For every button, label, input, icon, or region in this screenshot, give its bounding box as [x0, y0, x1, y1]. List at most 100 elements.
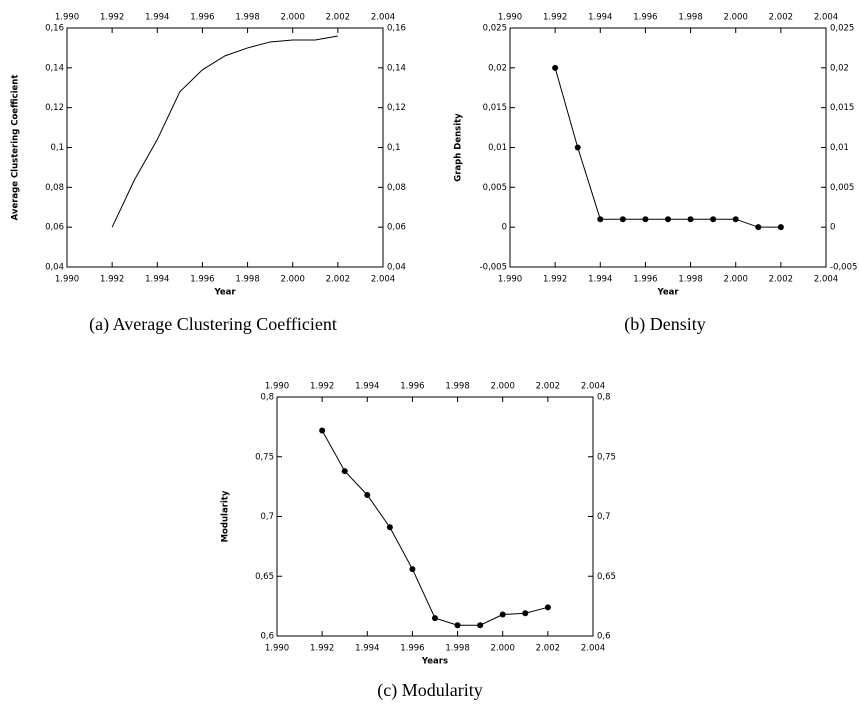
data-point: [409, 566, 416, 573]
y-tick-label-right: 0,6: [597, 632, 611, 642]
data-point: [574, 144, 581, 151]
data-point: [544, 604, 551, 611]
x-tick-label: 1.996: [400, 644, 424, 654]
x-tick-label-top: 1.994: [588, 13, 612, 23]
x-tick-label-top: 2.004: [581, 382, 605, 392]
y-tick-label-right: 0,01: [830, 143, 849, 153]
plot-frame: [66, 27, 384, 268]
y-tick-label-right: 0,005: [830, 183, 854, 193]
y-tick-label: -0,005: [480, 263, 507, 273]
x-tick-label-top: 2.004: [814, 13, 838, 23]
y-tick-label-right: 0,015: [830, 103, 854, 113]
data-point: [432, 615, 438, 622]
y-tick-label: 0,8: [260, 393, 274, 403]
y-tick-label: 0,015: [483, 103, 507, 113]
x-tick-label: 1.992: [543, 275, 567, 285]
y-tick-label: 0,14: [45, 63, 64, 73]
x-tick-label-top: 1.992: [543, 13, 567, 23]
x-tick-label: 2.000: [724, 275, 748, 285]
y-tick-label-right: 0,02: [830, 63, 849, 73]
y-tick-label-right: 0,12: [387, 103, 406, 113]
data-point: [619, 216, 626, 223]
data-line: [321, 430, 548, 626]
x-tick-label-top: 1.994: [145, 13, 169, 23]
y-axis-label: Modularity: [221, 490, 231, 542]
y-tick-label: 0,12: [45, 103, 64, 113]
x-tick-label: 1.994: [355, 644, 379, 654]
caption: (a) Average Clustering Coefficient: [89, 314, 337, 335]
x-tick-label-top: 1.990: [498, 13, 522, 23]
plot-frame: [276, 396, 594, 637]
x-tick-label-top: 1.996: [190, 13, 214, 23]
x-tick-label: 2.004: [581, 644, 605, 654]
x-tick-label: 1.990: [55, 275, 79, 285]
y-tick-label: 0,04: [45, 263, 64, 273]
data-point: [687, 216, 694, 223]
x-tick-label: 1.994: [145, 275, 169, 285]
y-tick-label-right: 0,06: [387, 223, 406, 233]
x-tick-label: 1.990: [265, 644, 289, 654]
data-point: [755, 224, 762, 231]
y-tick-label: 0,02: [488, 63, 507, 73]
data-point: [597, 216, 604, 223]
data-point: [665, 216, 671, 223]
x-tick-label-top: 1.990: [265, 382, 289, 392]
x-axis-label: Year: [656, 288, 679, 298]
x-tick-label-top: 1.990: [55, 13, 79, 23]
x-tick-label-top: 1.998: [235, 13, 259, 23]
plot-frame: [509, 27, 827, 268]
x-tick-label: 2.002: [536, 644, 560, 654]
x-tick-label-top: 2.000: [281, 13, 305, 23]
y-tick-label: 0,1: [50, 143, 64, 153]
x-tick-label-top: 2.000: [724, 13, 748, 23]
y-tick-label-right: 0,8: [597, 393, 611, 403]
y-tick-label-right: -0,005: [830, 263, 857, 273]
y-tick-label: 0,025: [483, 24, 507, 34]
x-tick-label: 1.996: [190, 275, 214, 285]
x-tick-label-top: 1.994: [355, 382, 379, 392]
caption: (c) Modularity: [377, 680, 482, 701]
y-tick-label-right: 0,7: [597, 512, 611, 522]
y-tick-label: 0,08: [45, 183, 64, 193]
x-tick-label: 2.004: [371, 275, 395, 285]
data-point: [454, 622, 461, 629]
x-tick-label: 1.994: [588, 275, 612, 285]
x-tick-label-top: 2.004: [371, 13, 395, 23]
x-tick-label: 2.000: [281, 275, 305, 285]
y-tick-label: 0,7: [260, 512, 274, 522]
x-tick-label: 1.990: [498, 275, 522, 285]
caption: (b) Density: [624, 314, 705, 335]
x-tick-label-top: 1.996: [400, 382, 424, 392]
data-point: [777, 224, 784, 231]
data-point: [732, 216, 739, 223]
y-tick-label: 0,75: [255, 452, 274, 462]
y-axis-label: Average Clustering Coefficient: [11, 75, 21, 221]
y-tick-label: 0,65: [255, 572, 274, 582]
x-tick-label: 1.998: [678, 275, 702, 285]
x-tick-label-top: 1.992: [310, 382, 334, 392]
data-point: [477, 622, 484, 629]
y-tick-label: 0,16: [45, 24, 64, 34]
y-tick-label-right: 0,08: [387, 183, 406, 193]
x-tick-label-top: 2.000: [491, 382, 515, 392]
y-tick-label: 0,01: [488, 143, 507, 153]
x-tick-label: 2.002: [769, 275, 793, 285]
y-tick-label-right: 0,16: [387, 24, 406, 34]
y-tick-label-right: 0,1: [387, 143, 401, 153]
x-tick-label-top: 1.998: [678, 13, 702, 23]
y-tick-label-right: 0,75: [597, 452, 616, 462]
data-point: [386, 524, 393, 531]
data-line: [111, 35, 338, 228]
data-point: [710, 216, 717, 223]
y-tick-label-right: 0: [830, 223, 835, 233]
y-tick-label-right: 0,65: [597, 572, 616, 582]
x-tick-label-top: 1.992: [100, 13, 124, 23]
x-tick-label: 1.998: [235, 275, 259, 285]
x-tick-label-top: 1.996: [633, 13, 657, 23]
x-tick-label-top: 2.002: [326, 13, 350, 23]
y-tick-label: 0,005: [483, 183, 507, 193]
data-point: [364, 491, 371, 498]
y-tick-label: 0,06: [45, 223, 64, 233]
x-axis-label: Years: [421, 657, 448, 667]
data-point: [552, 64, 559, 71]
